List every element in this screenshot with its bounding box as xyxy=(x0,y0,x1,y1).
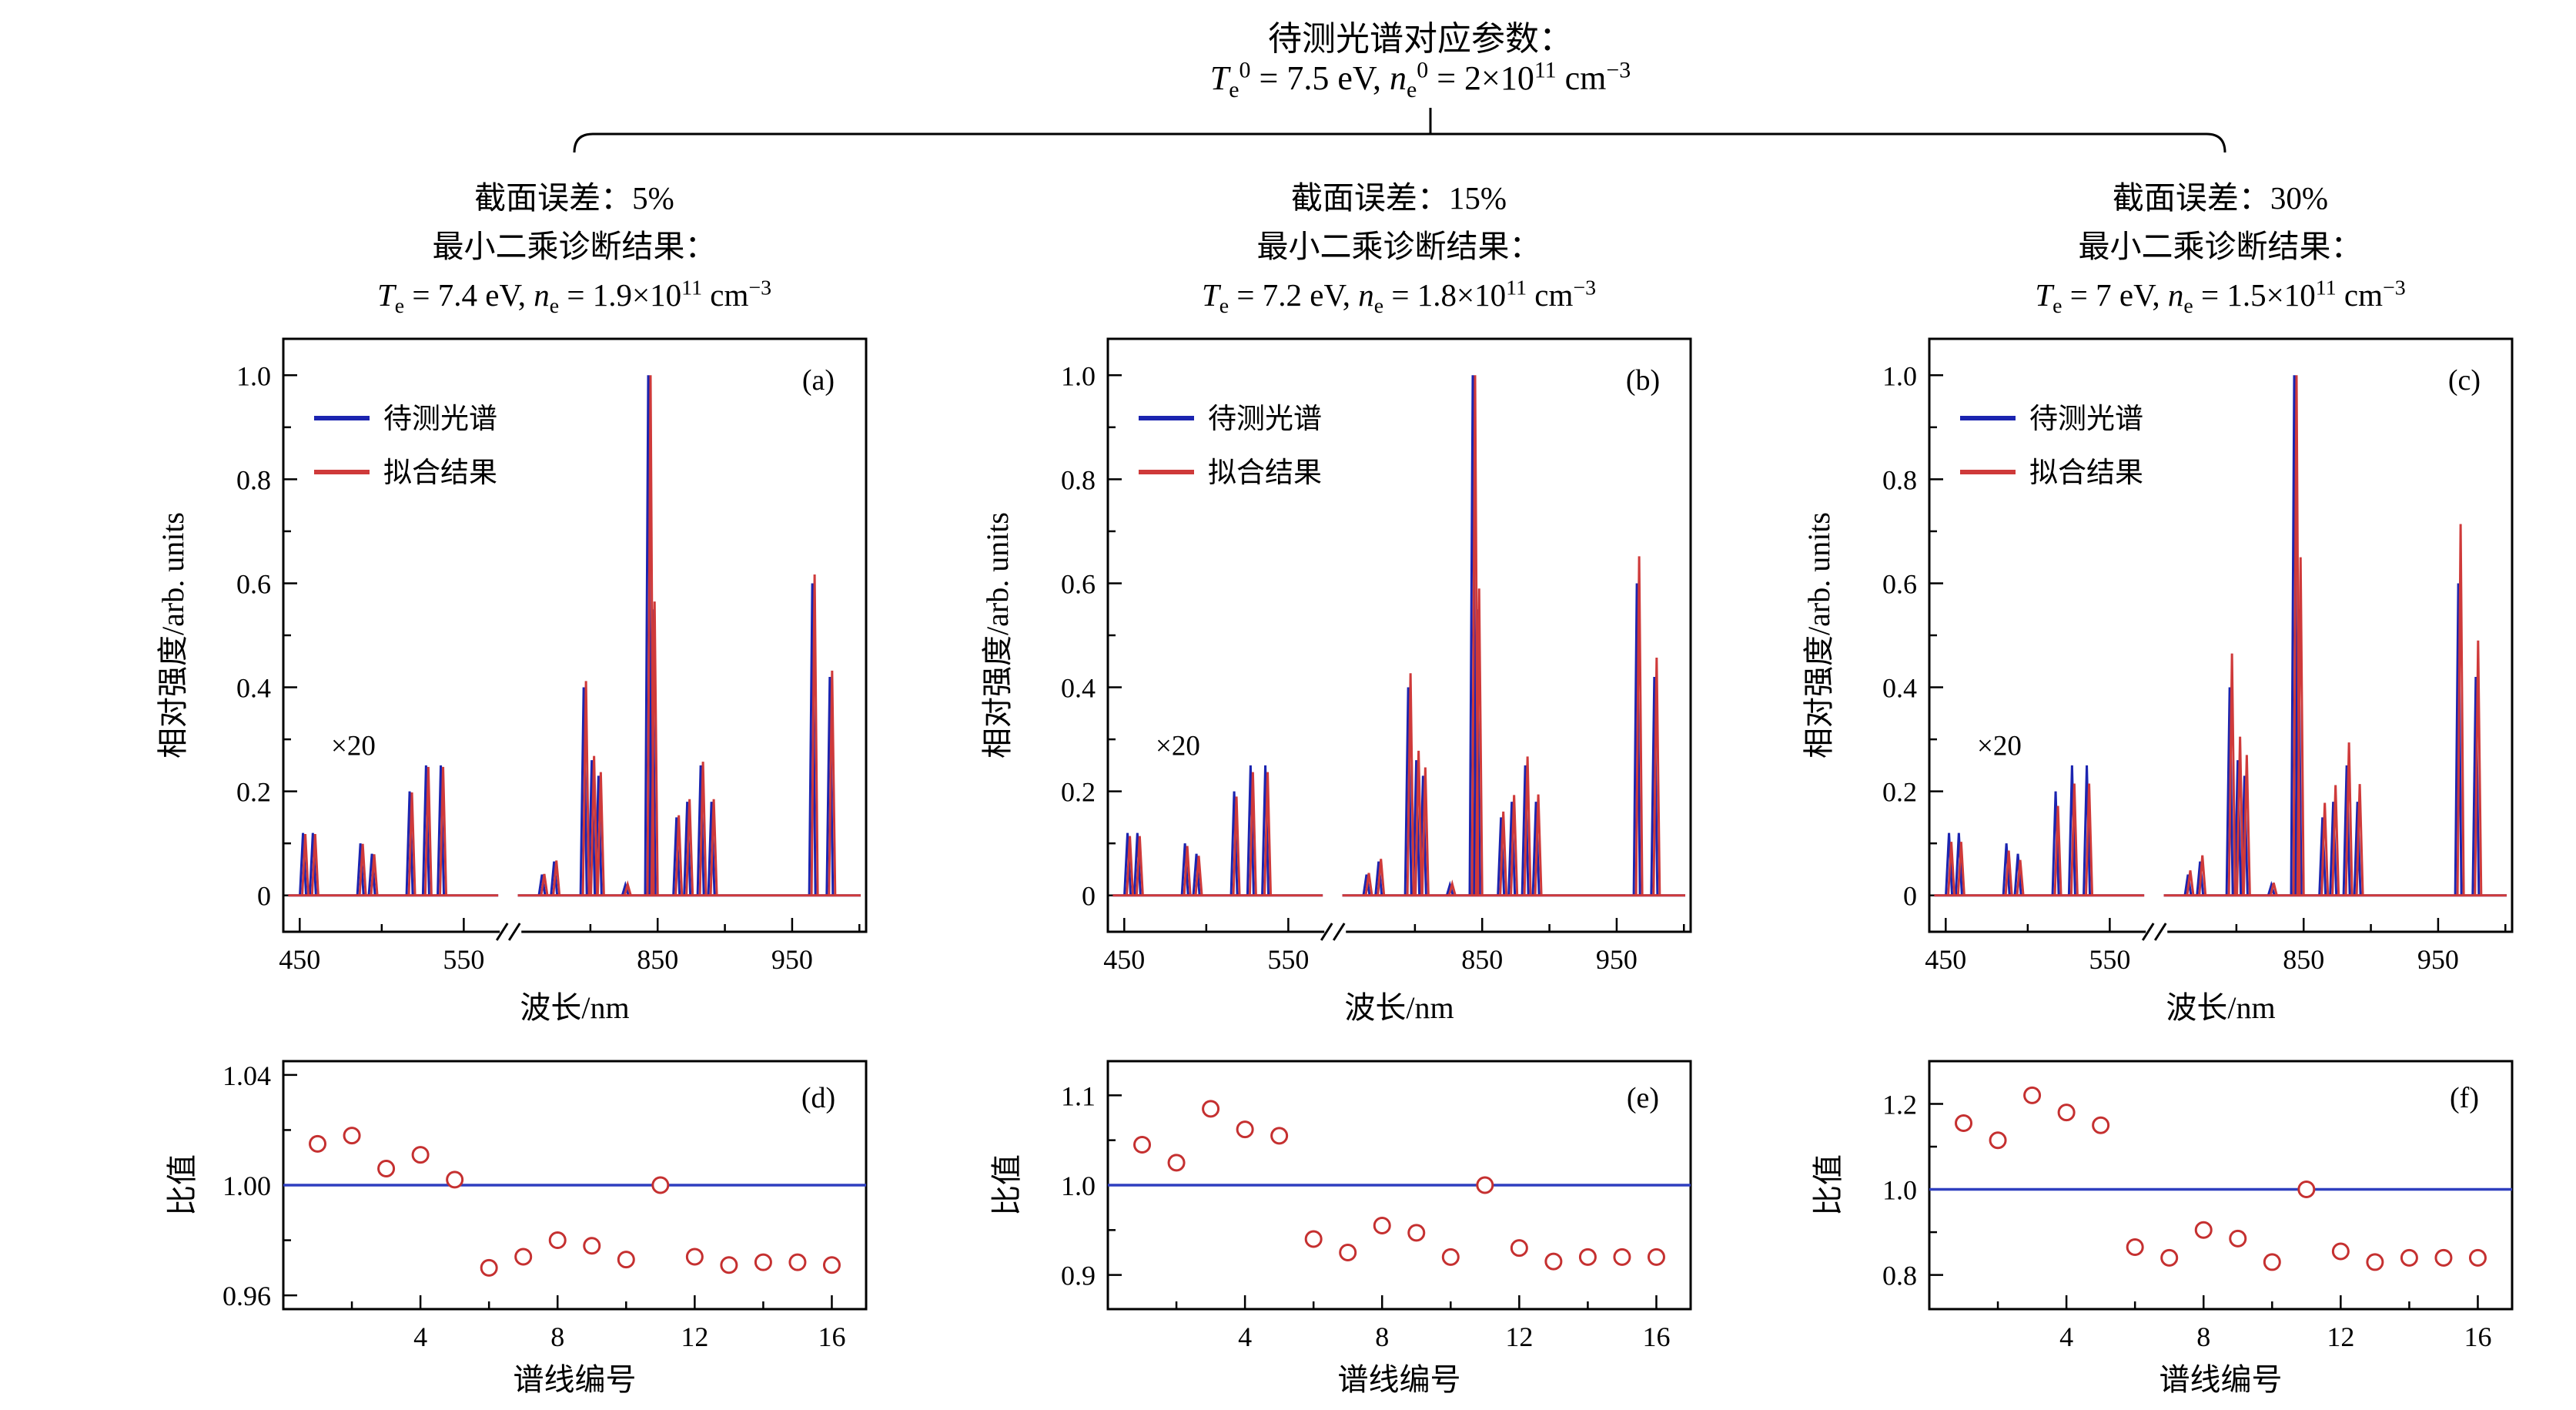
ratio-chart-d: 0.96 1.00 1.04 4 8 12 16 (d) 谱线编号 比值 xyxy=(165,1060,868,1397)
error-line-a: 截面误差：5% xyxy=(474,180,674,216)
svg-text:850: 850 xyxy=(1461,944,1503,975)
svg-text:8: 8 xyxy=(550,1321,564,1352)
svg-text:0.2: 0.2 xyxy=(1882,777,1917,808)
svg-text:谱线编号: 谱线编号 xyxy=(514,1362,637,1397)
svg-text:4: 4 xyxy=(1238,1321,1252,1352)
svg-text:8: 8 xyxy=(2196,1321,2210,1352)
svg-text:(f): (f) xyxy=(2450,1082,2479,1114)
svg-text:1.04: 1.04 xyxy=(222,1060,271,1091)
column-header-b: 截面误差：15% 最小二乘诊断结果： Te = 7.2 eV, ne = 1.8… xyxy=(1014,174,1784,320)
svg-text:0.96: 0.96 xyxy=(222,1281,271,1311)
svg-text:1.0: 1.0 xyxy=(1061,360,1096,391)
svg-text:450: 450 xyxy=(1103,944,1145,975)
svg-text:16: 16 xyxy=(2464,1321,2491,1352)
svg-text:0.8: 0.8 xyxy=(1882,464,1917,495)
svg-text:谱线编号: 谱线编号 xyxy=(1338,1362,1461,1397)
svg-text:待测光谱: 待测光谱 xyxy=(383,403,497,435)
svg-text:(c): (c) xyxy=(2448,364,2481,397)
svg-text:12: 12 xyxy=(681,1321,708,1352)
svg-text:1.00: 1.00 xyxy=(222,1171,271,1201)
svg-text:(a): (a) xyxy=(802,364,835,397)
svg-text:16: 16 xyxy=(818,1321,845,1352)
brace xyxy=(573,108,2226,153)
svg-text:待测光谱: 待测光谱 xyxy=(1208,403,1322,435)
svg-text:0.8: 0.8 xyxy=(236,464,271,495)
svg-text:波长/nm: 波长/nm xyxy=(520,990,629,1025)
svg-text:相对强度/arb. units: 相对强度/arb. units xyxy=(1802,512,1836,759)
svg-text:0: 0 xyxy=(1082,881,1096,912)
svg-text:550: 550 xyxy=(1267,944,1309,975)
svg-text:450: 450 xyxy=(279,944,320,975)
svg-text:0.4: 0.4 xyxy=(236,673,271,704)
svg-text:0.9: 0.9 xyxy=(1061,1261,1096,1291)
header-title: 待测光谱对应参数： xyxy=(1268,20,1573,58)
result-formula-b: Te = 7.2 eV, ne = 1.8×1011 cm−3 xyxy=(1201,276,1597,319)
svg-text:0.4: 0.4 xyxy=(1061,673,1096,704)
svg-text:8: 8 xyxy=(1375,1321,1389,1352)
header-formula: Te0 = 7.5 eV, ne0 = 2×1011 cm−3 xyxy=(1209,57,1631,102)
svg-text:(e): (e) xyxy=(1627,1082,1659,1114)
svg-text:550: 550 xyxy=(2089,944,2130,975)
svg-text:0.6: 0.6 xyxy=(1061,568,1096,599)
result-formula-a: Te = 7.4 eV, ne = 1.9×1011 cm−3 xyxy=(376,276,772,319)
svg-text:比值: 比值 xyxy=(1811,1154,1845,1216)
svg-text:×20: ×20 xyxy=(1156,730,1200,762)
svg-text:550: 550 xyxy=(443,944,484,975)
svg-text:(b): (b) xyxy=(1626,364,1660,397)
svg-text:1.0: 1.0 xyxy=(1882,360,1917,391)
svg-text:850: 850 xyxy=(637,944,678,975)
column-header-a: 截面误差：5% 最小二乘诊断结果： Te = 7.4 eV, ne = 1.9×… xyxy=(189,174,959,320)
svg-text:×20: ×20 xyxy=(1977,730,2022,762)
svg-text:0.6: 0.6 xyxy=(236,568,271,599)
svg-text:待测光谱: 待测光谱 xyxy=(2029,403,2143,435)
svg-text:1.0: 1.0 xyxy=(1882,1175,1917,1206)
svg-text:波长/nm: 波长/nm xyxy=(1344,990,1454,1025)
column-header-c: 截面误差：30% 最小二乘诊断结果： Te = 7 eV, ne = 1.5×1… xyxy=(1835,174,2576,320)
svg-text:950: 950 xyxy=(771,944,813,975)
svg-text:12: 12 xyxy=(1505,1321,1533,1352)
result-formula-c: Te = 7 eV, ne = 1.5×1011 cm−3 xyxy=(2035,276,2406,319)
method-line-b: 最小二乘诊断结果： xyxy=(1256,229,1541,264)
method-line-a: 最小二乘诊断结果： xyxy=(432,229,717,264)
svg-text:相对强度/arb. units: 相对强度/arb. units xyxy=(156,512,190,759)
svg-text:相对强度/arb. units: 相对强度/arb. units xyxy=(980,512,1015,759)
svg-text:0.8: 0.8 xyxy=(1061,464,1096,495)
svg-text:(d): (d) xyxy=(801,1082,835,1114)
svg-text:1.0: 1.0 xyxy=(1061,1171,1096,1201)
svg-text:0: 0 xyxy=(1903,881,1917,912)
svg-text:拟合结果: 拟合结果 xyxy=(2029,457,2143,489)
svg-text:0.2: 0.2 xyxy=(1061,777,1096,808)
svg-text:比值: 比值 xyxy=(165,1154,199,1216)
svg-text:0.6: 0.6 xyxy=(1882,568,1917,599)
svg-text:16: 16 xyxy=(1642,1321,1670,1352)
svg-text:×20: ×20 xyxy=(331,730,376,762)
svg-text:0.8: 0.8 xyxy=(1882,1261,1917,1291)
svg-text:波长/nm: 波长/nm xyxy=(2166,990,2275,1025)
svg-text:0: 0 xyxy=(257,881,271,912)
svg-text:谱线编号: 谱线编号 xyxy=(2159,1362,2283,1397)
ratio-chart-f: 0.8 1.0 1.2 4 8 12 16 (f) 谱线编号 比值 xyxy=(1811,1060,2514,1397)
ratio-chart-e: 0.9 1.0 1.1 4 8 12 16 (e) 谱线编号 比值 xyxy=(989,1060,1692,1397)
svg-text:比值: 比值 xyxy=(989,1154,1024,1216)
svg-text:0.2: 0.2 xyxy=(236,777,271,808)
method-line-c: 最小二乘诊断结果： xyxy=(2078,229,2363,264)
svg-text:1.0: 1.0 xyxy=(236,360,271,391)
error-line-c: 截面误差：30% xyxy=(2112,180,2329,216)
svg-text:950: 950 xyxy=(2417,944,2459,975)
svg-text:850: 850 xyxy=(2283,944,2324,975)
svg-text:950: 950 xyxy=(1596,944,1638,975)
svg-text:12: 12 xyxy=(2327,1321,2354,1352)
svg-text:1.1: 1.1 xyxy=(1061,1080,1096,1111)
svg-text:0.4: 0.4 xyxy=(1882,673,1917,704)
svg-text:4: 4 xyxy=(2059,1321,2073,1352)
svg-text:450: 450 xyxy=(1925,944,1966,975)
svg-text:1.2: 1.2 xyxy=(1882,1090,1917,1120)
svg-text:拟合结果: 拟合结果 xyxy=(383,457,497,489)
error-line-b: 截面误差：15% xyxy=(1290,180,1507,216)
svg-text:4: 4 xyxy=(413,1321,427,1352)
svg-text:拟合结果: 拟合结果 xyxy=(1208,457,1322,489)
